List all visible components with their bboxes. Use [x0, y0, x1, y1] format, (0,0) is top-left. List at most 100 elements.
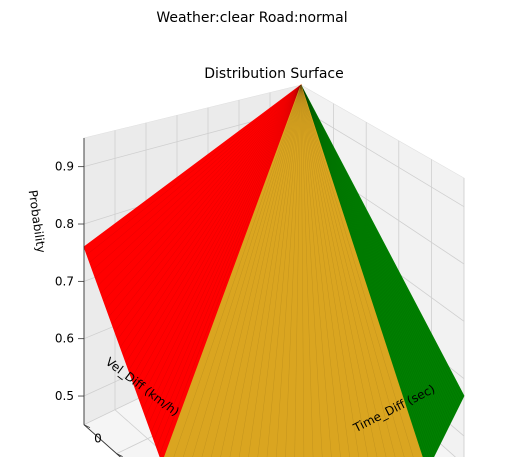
surface-strip: [97, 84, 302, 286]
surface-strip: [300, 84, 458, 410]
surface-strip: [117, 84, 302, 340]
surface-strip: [300, 84, 446, 434]
surface-strip: [89, 84, 302, 263]
surface-strip: [300, 84, 461, 405]
surface-strip: [122, 84, 302, 356]
surface-strip: [136, 84, 302, 394]
surface-strip: [285, 84, 302, 457]
surface-strip: [300, 84, 451, 423]
surface-strip: [300, 84, 405, 457]
surface-strip: [111, 84, 302, 325]
surface-strip: [300, 84, 305, 457]
surface-strip: [300, 84, 455, 415]
grid-line-y-floor: [114, 409, 169, 457]
surface-strip: [300, 84, 350, 457]
surface-strip: [156, 84, 302, 448]
surface-strip: [300, 84, 360, 457]
surface-strip: [211, 84, 302, 457]
surface-strip: [148, 84, 302, 425]
surface-strip: [159, 84, 302, 456]
surface-strip: [131, 84, 302, 379]
surface-strip: [128, 84, 302, 371]
surface-strip: [300, 84, 414, 457]
surface-strip: [248, 84, 302, 457]
surface-strip: [142, 84, 302, 410]
surface-strip: [300, 84, 454, 418]
figure-title: Weather:clear Road:normal: [156, 10, 347, 26]
surface-strip: [294, 84, 302, 457]
surface-strip: [300, 84, 427, 457]
surface-strip: [229, 84, 302, 457]
surface-strip: [300, 84, 378, 457]
surface-strip: [275, 84, 302, 457]
surface-strip: [120, 84, 302, 348]
surface-strip: [300, 84, 457, 413]
surface-strip: [300, 84, 459, 407]
tick-labels: 051015202502550751001251501750.50.60.70.…: [55, 160, 123, 457]
surface-strip: [300, 84, 449, 429]
surface-strip: [300, 84, 341, 457]
surface-strip: [300, 84, 434, 457]
surface-strip: [300, 84, 396, 457]
x-tick-mark: [116, 453, 123, 457]
surface-strip: [300, 84, 314, 457]
surface-strip: [139, 84, 302, 402]
chart-title: Distribution Surface: [204, 66, 343, 82]
surface-strip: [300, 84, 436, 455]
surface-strip: [173, 84, 302, 457]
surface-strip: [300, 84, 332, 457]
z-tick-label: 0.7: [55, 274, 74, 288]
surface-strip: [300, 84, 462, 402]
surface-strip: [300, 84, 447, 431]
surface-strip: [300, 84, 323, 457]
surface-strip: [153, 84, 302, 440]
x-tick-label: 0: [94, 432, 102, 446]
surface-strip: [192, 84, 302, 457]
x-tick-mark: [83, 424, 91, 429]
surfaces: [83, 83, 465, 457]
surface-strip: [300, 84, 442, 442]
surface-strip: [114, 84, 302, 332]
surface-strip: [300, 84, 445, 437]
surface-strip: [300, 84, 441, 445]
surface-strip: [238, 84, 302, 457]
surface-strip: [134, 84, 302, 386]
surface-strip: [150, 84, 302, 433]
surface-strip: [300, 84, 432, 457]
y-axis-line: [83, 424, 122, 457]
surface-strip: [145, 84, 302, 417]
surface-strip: [108, 84, 302, 317]
surface-strip: [300, 84, 387, 457]
surface-strip: [103, 84, 302, 302]
surface-strip: [300, 84, 463, 399]
surface-strip: [220, 84, 302, 457]
z-tick-label: 0.6: [55, 332, 74, 346]
z-axis-label: Probability: [26, 189, 49, 254]
z-tick-label: 0.5: [55, 389, 74, 403]
surface-face: [163, 83, 423, 457]
z-tick-label: 0.8: [55, 217, 74, 231]
surface-strip: [257, 84, 302, 457]
surface-strip: [300, 84, 437, 453]
surface-strip: [300, 84, 369, 457]
surface-strip: [100, 84, 302, 294]
surface-strip: [300, 84, 439, 447]
surface-series-2: [163, 83, 423, 457]
surface-strip: [300, 84, 443, 439]
surface-strip: [300, 84, 430, 457]
surface-strip: [300, 84, 450, 426]
grid-line-z-x-wall: [300, 108, 465, 208]
surface-series-1: [300, 84, 465, 457]
surface-strip: [92, 84, 302, 271]
surface-strip: [300, 84, 438, 450]
surface-strip: [266, 84, 302, 457]
surface-strip: [300, 84, 453, 421]
surface-strip: [86, 84, 302, 255]
surface-strip: [201, 84, 302, 457]
surface-strip: [95, 84, 302, 278]
surface-strip: [182, 84, 302, 457]
surface-strip: [125, 84, 302, 363]
surface-strip: [106, 84, 302, 309]
z-tick-label: 0.9: [55, 160, 74, 174]
